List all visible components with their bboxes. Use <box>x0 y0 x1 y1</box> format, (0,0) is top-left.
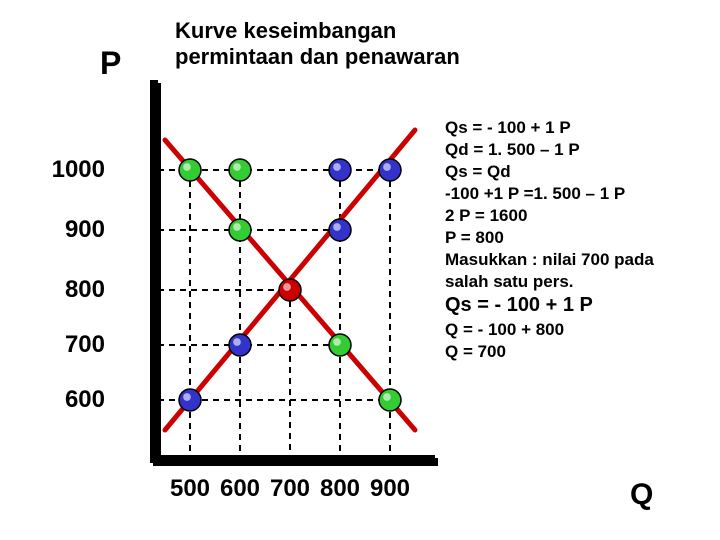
eq-line-1: Qd = 1. 500 – 1 P <box>445 140 580 160</box>
eq-line-0: Qs = - 100 + 1 P <box>445 118 571 138</box>
chart-title-line1: Kurve keseimbangan <box>175 18 396 44</box>
eq-line-7: salah satu pers. <box>445 272 574 292</box>
eq-line-10: Q = 700 <box>445 342 506 362</box>
y-axis-label: P <box>100 45 121 82</box>
eq-line-8: Qs = - 100 + 1 P <box>445 294 593 317</box>
ytick-1000: 1000 <box>35 156 105 184</box>
eq-line-6: Masukkan : nilai 700 pada <box>445 250 654 270</box>
x-axis-label: Q <box>630 478 653 512</box>
eq-line-2: Qs = Qd <box>445 162 511 182</box>
eq-line-9: Q = - 100 + 800 <box>445 320 564 340</box>
xtick-700: 700 <box>265 475 315 503</box>
ytick-600: 600 <box>35 386 105 414</box>
ytick-700: 700 <box>35 331 105 359</box>
ytick-900: 900 <box>35 216 105 244</box>
xtick-600: 600 <box>215 475 265 503</box>
ytick-800: 800 <box>35 276 105 304</box>
xtick-500: 500 <box>165 475 215 503</box>
xtick-900: 900 <box>365 475 415 503</box>
chart-title-line2: permintaan dan penawaran <box>175 44 460 70</box>
xtick-800: 800 <box>315 475 365 503</box>
eq-line-3: -100 +1 P =1. 500 – 1 P <box>445 184 625 204</box>
chart-container: { "title_line1": "Kurve keseimbangan", "… <box>0 0 720 540</box>
eq-line-4: 2 P = 1600 <box>445 206 527 226</box>
eq-line-5: P = 800 <box>445 228 504 248</box>
